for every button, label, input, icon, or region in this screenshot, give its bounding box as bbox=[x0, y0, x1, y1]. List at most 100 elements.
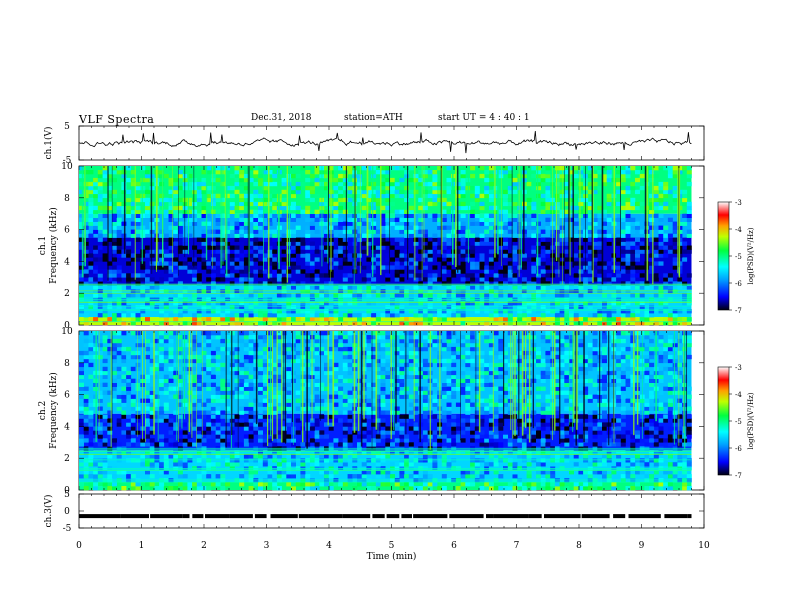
ch1-spectrogram-cell bbox=[196, 213, 202, 218]
ch2-spectrogram-cell bbox=[201, 454, 207, 459]
ch2-spectrogram-cell bbox=[686, 394, 692, 399]
ch1-spectrogram-cell bbox=[460, 285, 466, 290]
ch1-spectrogram-cell bbox=[653, 173, 659, 179]
ch1-spectrogram-cell bbox=[394, 237, 400, 242]
ch1-spectrogram-cell bbox=[602, 209, 607, 214]
ch1-spectrogram-cell bbox=[88, 197, 94, 203]
ch1-spectrogram-cell bbox=[126, 197, 132, 203]
ch1-spectrogram-cell bbox=[592, 213, 598, 218]
ch1-spectrogram-cell bbox=[347, 170, 353, 175]
ch1-spectrogram-cell bbox=[83, 181, 89, 187]
ch1-spectrogram-cell bbox=[338, 181, 344, 187]
ch2-spectrogram-cell bbox=[225, 458, 231, 463]
ch1-spectrogram-cell bbox=[229, 257, 235, 262]
ch2-spectrogram-cell bbox=[126, 390, 132, 395]
ch1-spectrogram-cell bbox=[498, 257, 504, 262]
ch2-spectrogram-cell bbox=[196, 426, 202, 431]
ch1-spectrogram-cell bbox=[201, 233, 207, 238]
ch1-spectrogram-cell bbox=[243, 225, 249, 230]
ch1-spectrogram-cell bbox=[488, 313, 494, 318]
ch1-spectrogram-cell bbox=[366, 205, 372, 211]
ch1-spectrogram-cell bbox=[399, 293, 405, 298]
ch1-spectrogram-cell bbox=[602, 277, 607, 282]
ch1-spectrogram-cell bbox=[507, 301, 513, 306]
ch1-spectrogram-cell bbox=[173, 229, 179, 234]
ch2-spectrogram-cell bbox=[357, 474, 362, 479]
ch1-spectrogram-cell bbox=[418, 237, 424, 242]
ch2-spectrogram-cell bbox=[79, 374, 84, 379]
ch2-spectrogram-cell bbox=[564, 454, 570, 459]
ch1-spectrogram-cell bbox=[291, 309, 296, 314]
ch1-spectrogram-cell bbox=[112, 213, 117, 218]
ch1-spectrogram-cell bbox=[682, 305, 688, 310]
ch1-spectrogram-cell bbox=[338, 177, 344, 183]
ch2-spectrogram-cell bbox=[305, 458, 311, 463]
ch1-spectrogram-cell bbox=[455, 305, 461, 310]
ch1-spectrogram-cell bbox=[521, 301, 527, 306]
ch1-spectrogram-cell bbox=[371, 170, 377, 175]
ch1-spectrogram-cell bbox=[408, 189, 414, 195]
ch1-spectrogram-cell bbox=[512, 277, 518, 282]
ch2-spectrogram-cell bbox=[262, 438, 268, 443]
ch1-spectrogram-cell bbox=[663, 245, 669, 250]
ch1-spectrogram-cell bbox=[324, 170, 329, 175]
ch2-spectrogram-cell bbox=[168, 438, 174, 443]
ch2-spectrogram-cell bbox=[314, 450, 320, 455]
ch2-spectrogram-cell bbox=[540, 462, 546, 467]
ch1-spectrogram-cell bbox=[225, 233, 231, 238]
ch2-spectrogram-cell bbox=[451, 382, 457, 387]
ch1-spectrogram-cell bbox=[507, 293, 513, 298]
ch1-spectrogram-cell bbox=[512, 249, 518, 254]
ch1-spectrogram-cell bbox=[517, 305, 523, 310]
ch2-spectrogram-cell bbox=[342, 462, 348, 467]
ch1-spectrogram-cell bbox=[667, 313, 673, 318]
ch2-spectrogram-cell bbox=[493, 434, 499, 439]
ch1-spectrogram-cell bbox=[630, 229, 636, 234]
ch1-spectrogram-cell bbox=[291, 193, 296, 199]
ch2-spectrogram-cell bbox=[88, 410, 94, 415]
ch2-spectrogram-cell bbox=[206, 462, 212, 467]
ch1-spectrogram-cell bbox=[258, 273, 263, 278]
ch2-spectrogram-cell bbox=[272, 378, 278, 383]
ch2-spectrogram-cell bbox=[291, 462, 296, 467]
ch1-spectrogram-cell bbox=[149, 170, 155, 175]
ch1-spectrogram-cell bbox=[342, 261, 348, 266]
ch1-spectrogram-cell bbox=[422, 205, 428, 211]
ch1-spectrogram-cell bbox=[338, 265, 344, 270]
ch2-spectrogram-cell bbox=[554, 390, 560, 395]
ch1-spectrogram-cell bbox=[536, 237, 541, 242]
ch2-spectrogram-cell bbox=[413, 430, 419, 435]
ch2-spectrogram-cell bbox=[206, 398, 212, 403]
ch1-spectrogram-cell bbox=[644, 309, 650, 314]
ch2-spectrogram-cell bbox=[375, 458, 381, 463]
ch2-spectrogram-cell bbox=[465, 474, 471, 479]
ch1-spectrogram-cell bbox=[107, 293, 113, 298]
ch2-spectrogram-cell bbox=[531, 482, 537, 487]
ch1-spectrogram-cell bbox=[309, 245, 315, 250]
ch1-spectrogram-cell bbox=[258, 309, 263, 314]
ch2-spectrogram-cell bbox=[677, 454, 683, 459]
ch1-spectrogram-cell bbox=[390, 217, 395, 222]
ch1-spectrogram-cell bbox=[625, 269, 631, 274]
ch2-spectrogram-cell bbox=[300, 462, 306, 467]
ch1-spectrogram-cell bbox=[451, 217, 457, 222]
ch1-spectrogram-cell bbox=[375, 229, 381, 234]
ch1-spectrogram-cell bbox=[225, 289, 231, 294]
ch2-spectrogram-cell bbox=[107, 458, 113, 463]
ch1-spectrogram-cell bbox=[399, 241, 405, 246]
ch2-spectrogram-cell bbox=[390, 410, 395, 415]
ch1-spectrogram-cell bbox=[380, 189, 386, 195]
ch1-spectrogram-cell bbox=[507, 317, 513, 322]
ch2-spectrogram-cell bbox=[677, 418, 683, 423]
ch2-spectrogram-cell bbox=[243, 394, 249, 399]
ch2-spectrogram-cell bbox=[88, 374, 94, 379]
ch1-spectrogram-cell bbox=[168, 189, 174, 195]
ch1-spectrogram-cell bbox=[686, 293, 692, 298]
ch2-spectrogram-cell bbox=[272, 482, 278, 487]
ch2-spectrogram-cell bbox=[206, 486, 212, 491]
ch1-spectrogram-cell bbox=[366, 301, 372, 306]
ch1-spectrogram-cell bbox=[215, 305, 221, 310]
ch1-spectrogram-cell bbox=[578, 173, 584, 179]
ch1-spectrogram-cell bbox=[272, 229, 278, 234]
ch2-spectrogram-cell bbox=[649, 438, 655, 443]
